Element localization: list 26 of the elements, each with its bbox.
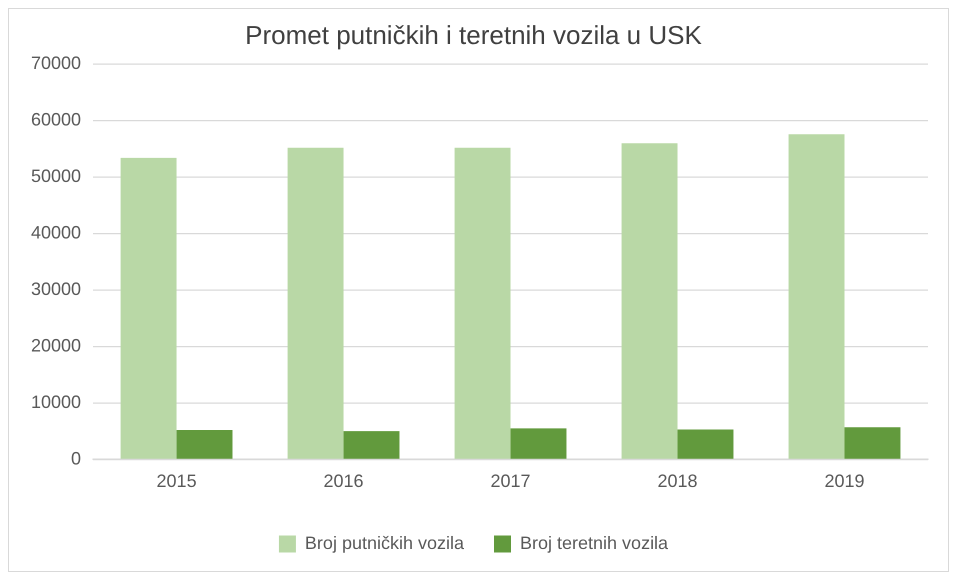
- y-tick-label: 60000: [30, 110, 82, 130]
- bar: [678, 429, 734, 459]
- x-tick-label: 2016: [324, 471, 364, 492]
- bar: [344, 431, 400, 459]
- x-tick-label: 2018: [657, 471, 698, 492]
- legend-label: Broj putničkih vozila: [304, 532, 465, 553]
- y-tick-label: 40000: [30, 222, 82, 243]
- bar: [844, 427, 900, 459]
- y-tick-label: 20000: [30, 335, 82, 356]
- y-tick-label: 0: [71, 448, 82, 468]
- chart-title: Promet putničkih i teretnih vozila u USK: [245, 20, 702, 50]
- bar: [510, 428, 566, 459]
- bar: [176, 430, 232, 459]
- x-tick-label: 2015: [156, 471, 197, 492]
- bar: [454, 148, 511, 459]
- x-tick-label: 2017: [490, 471, 531, 492]
- bar: [622, 143, 678, 459]
- bar: [788, 134, 845, 459]
- y-tick-label: 30000: [30, 278, 82, 299]
- bar: [120, 158, 177, 459]
- y-tick-label: 70000: [30, 53, 82, 74]
- legend-label: Broj teretnih vozila: [520, 532, 670, 553]
- y-tick-label: 10000: [30, 392, 82, 412]
- y-tick-label: 50000: [30, 166, 82, 186]
- x-tick-label: 2019: [824, 471, 865, 492]
- bar: [288, 148, 344, 459]
